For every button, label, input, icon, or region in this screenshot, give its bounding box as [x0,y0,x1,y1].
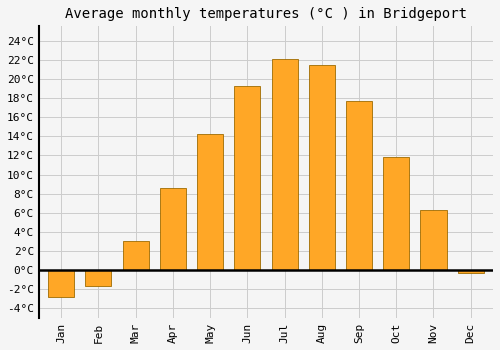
Bar [86,270,112,286]
Bar [122,241,148,270]
Bar [420,210,446,270]
Bar [458,270,483,273]
Bar [346,101,372,270]
Bar [197,134,223,270]
Bar [48,270,74,297]
Bar [308,65,335,270]
Title: Average monthly temperatures (°C ) in Bridgeport: Average monthly temperatures (°C ) in Br… [65,7,467,21]
Bar [272,59,297,270]
Bar [234,85,260,270]
Bar [160,188,186,270]
Bar [383,157,409,270]
